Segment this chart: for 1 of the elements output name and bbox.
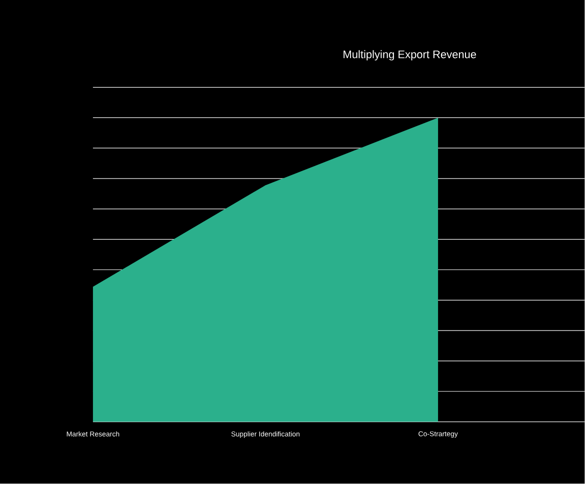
chart-title: Multiplying Export Revenue bbox=[344, 50, 476, 61]
